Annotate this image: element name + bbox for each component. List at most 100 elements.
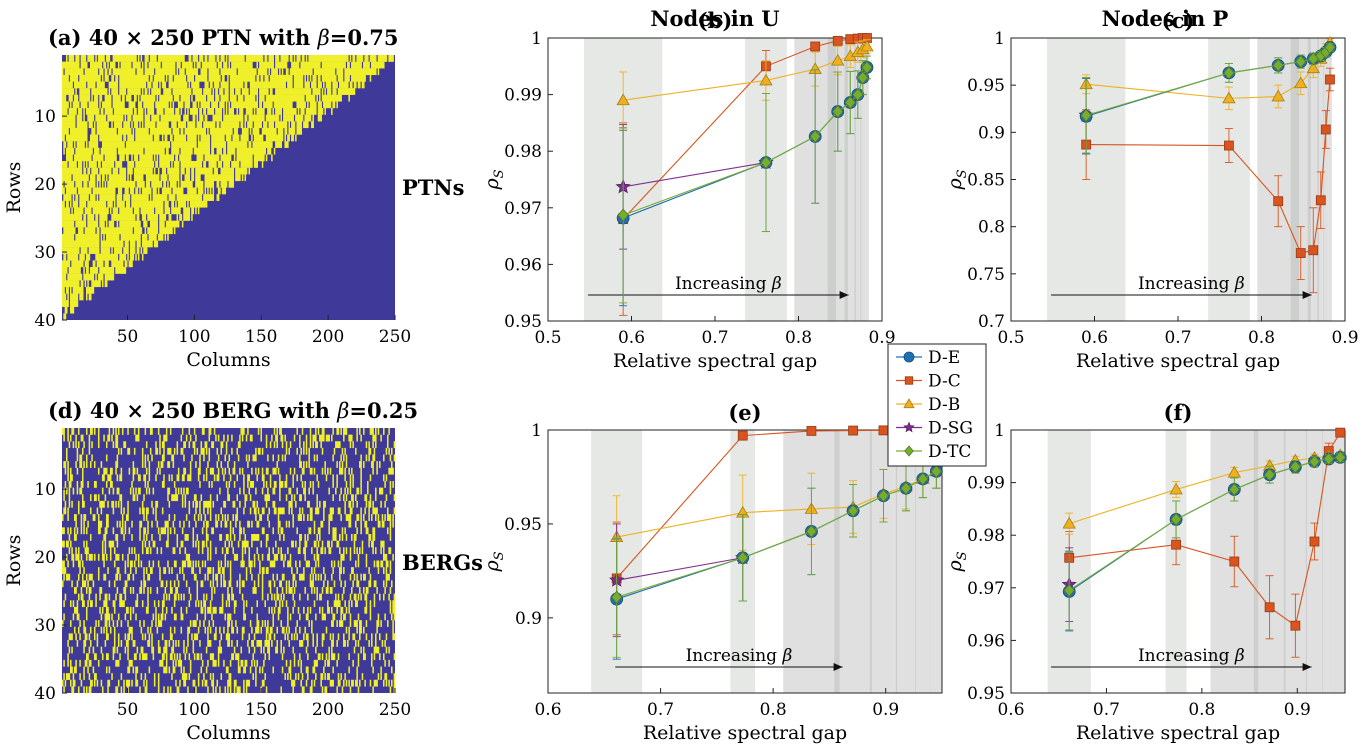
panel-c: 0.5 0.6 0.7 0.8 0.9 0.7 0.75 0.8 0.85 0.9 0.95 1 (c)… bbox=[944, 8, 1359, 372]
triangle-marker bbox=[860, 39, 874, 52]
square-marker bbox=[878, 425, 889, 436]
diamond-marker bbox=[1308, 454, 1321, 469]
square-marker bbox=[1325, 74, 1335, 85]
y-tick-label: 0.9 bbox=[515, 609, 542, 629]
y-tick-label: 30 bbox=[34, 616, 56, 636]
square-marker bbox=[806, 426, 817, 436]
band bbox=[854, 38, 862, 321]
band bbox=[1323, 38, 1329, 321]
y-tick-label: 10 bbox=[34, 480, 56, 500]
square-marker bbox=[1290, 620, 1301, 631]
annotation-label: Increasing β bbox=[1138, 646, 1245, 666]
diamond-marker bbox=[847, 504, 859, 518]
x-tick-label: 0.8 bbox=[1188, 700, 1215, 720]
y-tick-label: 20 bbox=[34, 175, 56, 195]
y-axis-label: Rows bbox=[3, 535, 25, 587]
x-axis-label: Columns bbox=[186, 349, 270, 371]
triangle-marker bbox=[1222, 91, 1236, 104]
y-axis-label: ρS bbox=[944, 169, 970, 190]
square-marker bbox=[1224, 140, 1234, 151]
y-axis-label: ρS bbox=[481, 169, 507, 190]
x-tick-label: 0.9 bbox=[872, 700, 899, 720]
column-header-p: Nodes in P bbox=[1102, 6, 1229, 31]
x-tick-label: 150 bbox=[245, 700, 277, 720]
legend-item-d-c: D-C bbox=[896, 372, 961, 392]
diamond-marker bbox=[1323, 452, 1335, 466]
series-line bbox=[623, 161, 767, 188]
annotation-label: Increasing β bbox=[686, 646, 793, 666]
y-axis-label: Rows bbox=[3, 162, 25, 214]
square-marker bbox=[1308, 245, 1319, 256]
triangle-marker bbox=[616, 93, 630, 106]
diamond-marker bbox=[844, 95, 856, 110]
triangle-marker bbox=[759, 73, 773, 86]
y-tick-label: 0.95 bbox=[504, 312, 542, 332]
x-axis-label: Columns bbox=[186, 722, 270, 744]
diamond-marker bbox=[930, 464, 942, 478]
diamond-marker bbox=[852, 87, 864, 102]
band bbox=[1322, 430, 1336, 693]
band bbox=[1283, 430, 1307, 693]
x-tick-label: 0.9 bbox=[1284, 700, 1311, 720]
diamond-marker bbox=[1324, 40, 1336, 55]
circle-marker bbox=[903, 351, 915, 363]
y-axis-label: ρS bbox=[944, 551, 970, 572]
diamond-marker bbox=[611, 590, 623, 604]
legend-label: D-SG bbox=[928, 419, 973, 439]
diamond-marker bbox=[1063, 583, 1075, 598]
diamond-marker bbox=[832, 104, 844, 119]
panel-title: (b) bbox=[698, 8, 733, 33]
y-tick-label: 0.97 bbox=[967, 579, 1005, 599]
bands bbox=[583, 38, 869, 321]
diamond-marker bbox=[1263, 468, 1276, 482]
axes-box bbox=[547, 429, 943, 694]
square-marker bbox=[1309, 536, 1320, 547]
band bbox=[930, 430, 942, 693]
x-tick-label: 50 bbox=[117, 327, 139, 347]
diamond-marker bbox=[857, 71, 869, 85]
star-marker bbox=[903, 421, 915, 433]
x-tick-label: 0.6 bbox=[1081, 328, 1108, 348]
y-tick-label: 0.7 bbox=[978, 312, 1005, 332]
matrix-entries bbox=[62, 428, 396, 694]
diamond-marker bbox=[760, 155, 772, 170]
series-d-b bbox=[616, 39, 874, 130]
band bbox=[1305, 430, 1324, 693]
square-marker bbox=[810, 41, 821, 52]
diamond-marker bbox=[1170, 512, 1182, 527]
panel-title: (c) bbox=[1162, 8, 1195, 33]
diamond-marker bbox=[617, 208, 629, 222]
diamond-marker bbox=[1289, 460, 1302, 474]
square-marker bbox=[1273, 196, 1284, 207]
square-marker bbox=[737, 430, 748, 441]
legend-label: D-E bbox=[928, 348, 960, 368]
square-marker bbox=[1295, 248, 1306, 258]
triangle-marker bbox=[1169, 482, 1183, 495]
series-d-c bbox=[1064, 427, 1346, 658]
x-tick-label: 200 bbox=[312, 327, 344, 347]
panel-title: (e) bbox=[728, 400, 761, 425]
x-tick-label: 0.8 bbox=[1248, 328, 1275, 348]
x-tick-label: 250 bbox=[379, 327, 411, 347]
x-axis-label: Relative spectral gap bbox=[613, 350, 817, 372]
x-tick-label: 100 bbox=[178, 700, 210, 720]
row-label-ptns: PTNs bbox=[402, 175, 464, 200]
panel-e: 0.6 0.7 0.8 0.9 0.9 0.95 1 (e) Relative spectral… bbox=[481, 400, 944, 744]
y-tick-label: 30 bbox=[34, 243, 56, 263]
band bbox=[915, 430, 931, 693]
matrix-entries bbox=[62, 55, 394, 321]
x-tick-label: 0.7 bbox=[1164, 328, 1191, 348]
x-axis-label: Relative spectral gap bbox=[643, 722, 847, 744]
y-tick-label: 0.85 bbox=[967, 171, 1005, 191]
panel-title: (f) bbox=[1164, 400, 1193, 425]
square-marker bbox=[904, 376, 914, 385]
band bbox=[895, 430, 917, 693]
legend-item-d-b: D-B bbox=[896, 395, 960, 415]
band bbox=[865, 38, 869, 321]
panel-title: (d) 40 × 250 BERG with β=0.25 bbox=[48, 398, 418, 423]
diamond-marker bbox=[1080, 108, 1092, 122]
annotation-arrowhead bbox=[839, 291, 849, 299]
square-marker bbox=[832, 35, 843, 46]
x-tick-label: 0.7 bbox=[647, 700, 674, 720]
diamond-marker bbox=[1272, 58, 1284, 72]
